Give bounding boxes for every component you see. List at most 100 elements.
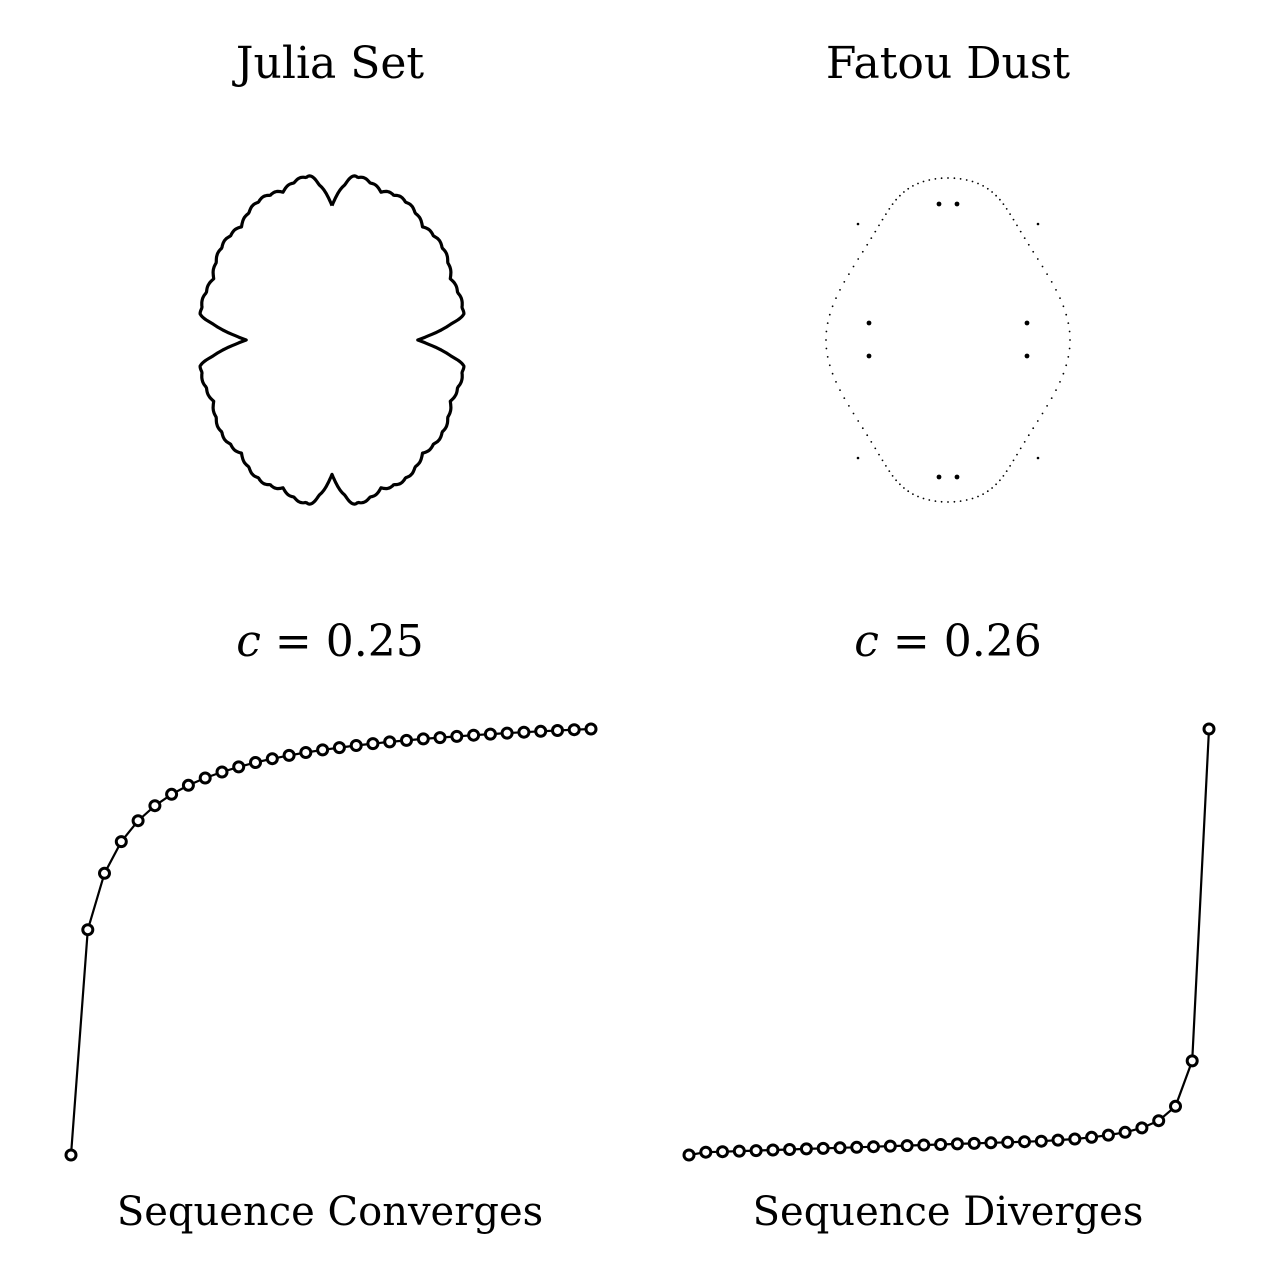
dust-point <box>899 194 901 197</box>
dust-point <box>959 500 962 502</box>
dust-point <box>1005 208 1008 210</box>
dust-point <box>1023 441 1026 443</box>
dust-point <box>1012 218 1015 221</box>
sequence-point <box>534 724 548 738</box>
sequence-point <box>483 727 497 741</box>
dust-point <box>986 187 989 190</box>
dust-point <box>891 203 894 206</box>
sequence-point <box>1068 1132 1082 1146</box>
sequence-point <box>1118 1125 1132 1139</box>
diverging-sequence-chart <box>682 722 1216 1162</box>
diverges-caption: Sequence Diverges <box>752 1189 1144 1235</box>
dust-point <box>934 178 937 180</box>
dust-point <box>1050 281 1053 283</box>
dust-point <box>848 273 850 275</box>
dust-point <box>861 250 864 253</box>
dust-point <box>977 495 979 498</box>
sequence-point <box>584 722 598 736</box>
dust-point <box>999 479 1001 482</box>
fatou-dust-points <box>825 177 1071 503</box>
sequence-point <box>1085 1130 1099 1144</box>
dust-point <box>885 465 887 467</box>
sequence-point <box>64 1148 78 1162</box>
dust-point <box>848 405 850 407</box>
sequence-point <box>883 1139 897 1153</box>
dust-point <box>874 447 877 450</box>
sequence-point <box>114 835 128 849</box>
fatou-dust-title: Fatou Dust <box>825 38 1071 89</box>
sequence-point <box>1185 1054 1199 1068</box>
sequence-point <box>467 728 481 742</box>
dust-point <box>934 500 937 502</box>
dust-point <box>826 322 829 324</box>
sequence-point <box>131 814 145 828</box>
dust-point <box>940 500 943 503</box>
sequence-point <box>215 765 229 779</box>
dust-point <box>1036 456 1040 460</box>
series-line <box>69 727 592 1156</box>
sequence-point <box>198 771 212 785</box>
dust-point <box>1009 213 1011 216</box>
dust-point <box>1050 397 1053 399</box>
dust-point <box>1041 412 1044 415</box>
dust-point <box>1002 475 1005 477</box>
dust-point <box>866 353 872 359</box>
dust-point <box>953 500 956 503</box>
dust-point <box>857 258 860 260</box>
dust-point <box>1067 356 1070 358</box>
dust-point <box>852 265 855 268</box>
dust-point <box>936 474 942 480</box>
sequence-point <box>682 1148 696 1162</box>
dust-point <box>1046 273 1048 275</box>
dust-point <box>870 441 873 443</box>
dust-point <box>1027 434 1030 437</box>
dust-point <box>852 412 855 415</box>
dust-point <box>907 490 910 493</box>
sequence-point <box>81 923 95 937</box>
dust-point <box>878 453 880 456</box>
dust-point <box>986 490 989 493</box>
sequence-point <box>917 1138 931 1152</box>
sequence-point <box>867 1140 880 1154</box>
converging-sequence-chart <box>64 722 598 1162</box>
sequence-point <box>232 760 246 774</box>
dust-point <box>995 483 997 486</box>
dust-point <box>1002 203 1005 206</box>
dust-point <box>828 364 831 367</box>
sequence-point <box>950 1137 964 1151</box>
sequence-point <box>98 866 111 880</box>
dust-point <box>825 330 828 333</box>
sequence-point <box>165 787 179 801</box>
sequence-point <box>833 1141 847 1155</box>
sequence-point <box>366 737 380 751</box>
sequence-point <box>1152 1114 1166 1128</box>
dust-point <box>891 475 894 477</box>
dust-point <box>947 501 949 503</box>
sequence-point <box>850 1140 864 1154</box>
dust-point <box>888 470 891 472</box>
dust-point <box>874 230 877 233</box>
dust-point <box>1036 420 1039 422</box>
dust-point <box>866 243 869 246</box>
dust-point <box>843 397 846 399</box>
sequence-point <box>1101 1128 1115 1142</box>
dust-point <box>991 191 993 193</box>
dust-point <box>856 456 860 460</box>
sequence-point <box>450 729 464 743</box>
dust-point <box>861 427 864 430</box>
dust-point <box>1065 313 1068 316</box>
dust-point <box>1062 305 1065 308</box>
dust-point <box>1019 447 1022 450</box>
dust-point <box>1069 339 1071 341</box>
dust-point <box>1046 405 1048 407</box>
dust-point <box>831 305 834 308</box>
sequence-point <box>265 752 279 766</box>
dust-point <box>839 289 841 291</box>
dust-point <box>971 180 974 183</box>
sequence-point <box>766 1143 780 1157</box>
dust-point <box>995 194 997 197</box>
dust-point <box>912 185 914 187</box>
dust-point <box>1016 453 1018 456</box>
dust-point <box>982 493 984 495</box>
dust-point <box>1067 322 1070 324</box>
